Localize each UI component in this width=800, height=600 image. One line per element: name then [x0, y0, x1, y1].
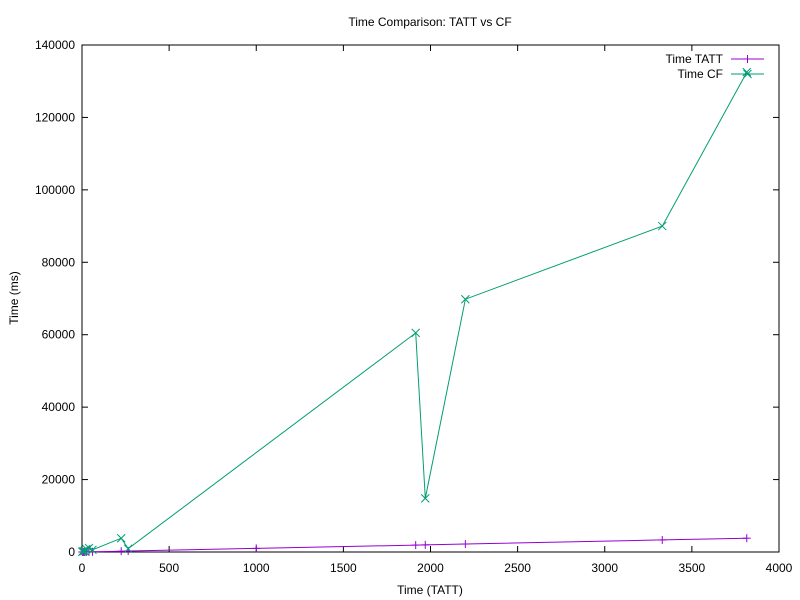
data-point-time-cf	[411, 328, 421, 338]
legend-marker-time-cf	[743, 69, 752, 79]
x-tick-label: 4000	[766, 561, 793, 575]
data-point-time-cf-stroke	[84, 543, 94, 553]
x-tick-label: 3500	[679, 561, 706, 575]
data-point-time-tatt	[117, 547, 126, 556]
legend-marker-time-tatt	[743, 55, 752, 63]
data-point-time-tatt	[411, 541, 420, 550]
y-tick-label: 140000	[35, 38, 75, 52]
data-point-time-cf-stroke	[123, 544, 133, 554]
data-point-time-cf-stroke	[88, 545, 97, 555]
x-tick-label: 2000	[417, 561, 444, 575]
data-point-time-cf-stroke	[460, 294, 470, 304]
data-point-time-cf-stroke	[116, 533, 126, 543]
x-tick-label: 2500	[504, 561, 531, 575]
legend-label-time-tatt: Time TATT	[665, 52, 723, 66]
y-axis-label: Time (ms)	[7, 271, 21, 325]
data-point-time-cf	[88, 545, 97, 555]
legend-marker-time-cf-stroke	[743, 69, 752, 79]
y-tick-label: 20000	[42, 473, 76, 487]
data-point-time-cf	[657, 221, 667, 231]
data-point-time-cf-stroke	[411, 328, 421, 338]
data-point-time-cf	[116, 533, 126, 543]
x-axis-label: Time (TATT)	[397, 583, 463, 597]
data-point-time-cf-stroke	[742, 67, 752, 77]
chart-title: Time Comparison: TATT vs CF	[348, 15, 511, 29]
data-point-time-tatt	[252, 544, 261, 553]
data-point-time-tatt	[461, 540, 470, 549]
y-tick-label: 0	[68, 545, 75, 559]
x-tick-label: 0	[79, 561, 86, 575]
data-point-time-cf-stroke	[420, 494, 430, 503]
legend-label-time-cf: Time CF	[677, 67, 723, 81]
data-point-time-tatt	[742, 534, 751, 543]
data-point-time-tatt	[658, 535, 667, 544]
y-tick-label: 120000	[35, 110, 75, 124]
x-tick-label: 500	[159, 561, 179, 575]
data-point-time-cf	[123, 544, 133, 554]
x-tick-label: 1000	[243, 561, 270, 575]
data-point-time-cf	[420, 494, 430, 503]
x-tick-label: 1500	[330, 561, 357, 575]
y-tick-label: 40000	[42, 400, 76, 414]
data-point-time-tatt	[421, 540, 430, 549]
data-point-time-cf	[742, 67, 752, 77]
data-point-time-cf	[460, 294, 470, 304]
x-tick-label: 3000	[591, 561, 618, 575]
y-tick-label: 80000	[42, 255, 76, 269]
data-point-time-cf-stroke	[657, 221, 667, 231]
y-tick-label: 60000	[42, 328, 76, 342]
y-tick-label: 100000	[35, 183, 75, 197]
